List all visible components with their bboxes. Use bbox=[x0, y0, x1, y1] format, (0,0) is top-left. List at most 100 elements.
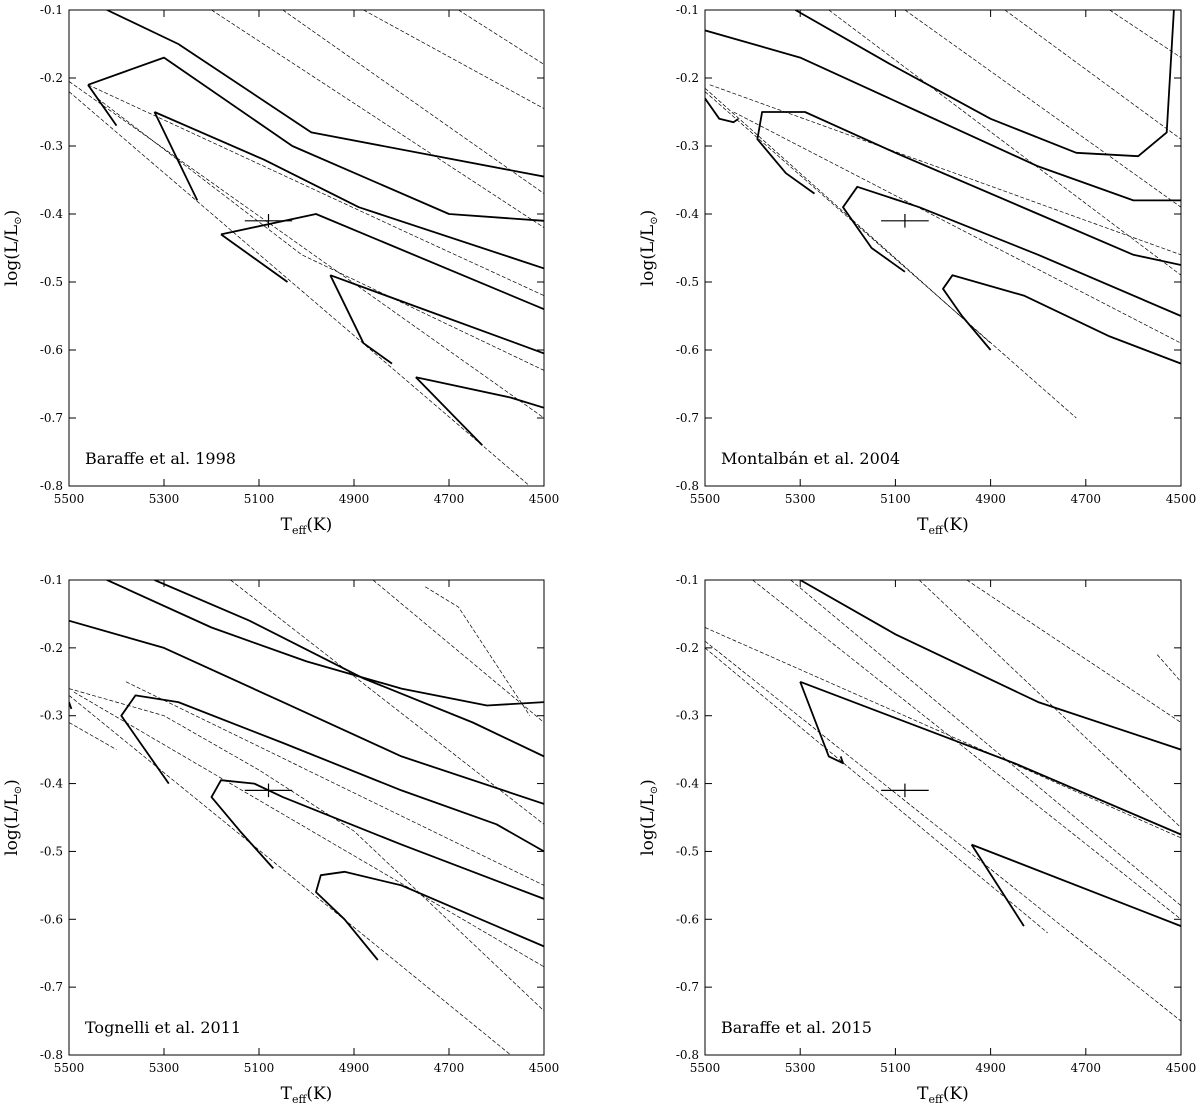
isochrone-line bbox=[790, 580, 1181, 906]
panel-label: Baraffe et al. 1998 bbox=[85, 449, 236, 468]
evolutionary-track bbox=[220, 233, 289, 283]
x-axis-title: Teff(K) bbox=[917, 1084, 969, 1106]
y-tick-label: -0.8 bbox=[676, 1048, 699, 1062]
x-tick-label: 5500 bbox=[54, 492, 85, 506]
y-tick-label: -0.4 bbox=[40, 777, 64, 791]
evolutionary-track bbox=[69, 619, 544, 805]
isochrone-line bbox=[705, 647, 1048, 934]
x-tick-label: 5300 bbox=[785, 1061, 816, 1075]
isochrone-line bbox=[1004, 10, 1181, 140]
y-tick-label: -0.8 bbox=[40, 479, 63, 493]
y-tick-label: -0.6 bbox=[676, 343, 699, 357]
isochrone-line bbox=[705, 87, 991, 344]
evolutionary-track bbox=[120, 694, 544, 853]
evolutionary-track bbox=[210, 779, 544, 900]
evolutionary-track bbox=[153, 111, 199, 201]
isochrone-line bbox=[87, 84, 544, 296]
evolutionary-track bbox=[329, 274, 544, 355]
evolutionary-track bbox=[106, 10, 544, 178]
y-tick-label: -0.7 bbox=[676, 980, 699, 994]
isochrone-line bbox=[125, 681, 544, 886]
evolutionary-track bbox=[799, 681, 844, 765]
y-tick-label: -0.8 bbox=[676, 479, 699, 493]
y-tick-label: -0.6 bbox=[40, 912, 63, 926]
y-tick-label: -0.6 bbox=[676, 912, 699, 926]
evolutionary-track bbox=[794, 10, 1175, 158]
y-tick-label: -0.5 bbox=[676, 275, 699, 289]
y-tick-label: -0.1 bbox=[676, 573, 699, 587]
y-tick-label: -0.3 bbox=[676, 709, 699, 723]
y-tick-label: -0.5 bbox=[676, 844, 699, 858]
isochrone-line bbox=[705, 627, 1181, 839]
y-tick-label: -0.6 bbox=[40, 343, 63, 357]
isochrone-line bbox=[425, 586, 531, 716]
isochrone-line bbox=[97, 98, 544, 371]
evolutionary-track bbox=[799, 580, 1181, 751]
y-tick-label: -0.3 bbox=[40, 709, 63, 723]
y-tick-label: -0.7 bbox=[40, 980, 63, 994]
plot-area bbox=[705, 580, 1181, 1022]
evolutionary-track bbox=[154, 580, 544, 758]
plot-area bbox=[69, 580, 544, 1055]
x-tick-label: 5100 bbox=[244, 492, 275, 506]
evolutionary-track bbox=[756, 111, 1181, 266]
evolutionary-track bbox=[154, 111, 544, 270]
x-tick-label: 5500 bbox=[690, 492, 721, 506]
y-tick-label: -0.5 bbox=[40, 844, 63, 858]
evolutionary-track bbox=[329, 274, 393, 365]
isochrone-line bbox=[363, 10, 544, 109]
evolutionary-track bbox=[705, 29, 1181, 202]
x-tick-label: 5100 bbox=[244, 1061, 275, 1075]
chart-panel: 5500 5300 5100 4900 4700 4500 -0.1 -0.2 -0.3 -0.4… bbox=[2, 3, 559, 537]
isochrone-line bbox=[69, 722, 117, 750]
evolutionary-track bbox=[415, 376, 544, 409]
x-tick-label: 4700 bbox=[434, 492, 465, 506]
evolutionary-track bbox=[415, 376, 483, 446]
y-tick-label: -0.5 bbox=[40, 275, 63, 289]
y-tick-label: -0.4 bbox=[676, 207, 700, 221]
evolutionary-track bbox=[799, 680, 1181, 836]
isochrone-line bbox=[69, 91, 531, 486]
x-tick-label: 4500 bbox=[529, 492, 560, 506]
x-tick-label: 5500 bbox=[690, 1061, 721, 1075]
plot-area bbox=[705, 10, 1181, 419]
y-tick-label: -0.2 bbox=[676, 641, 699, 655]
panel-label: Montalbán et al. 2004 bbox=[721, 449, 900, 468]
isochrone-line bbox=[752, 580, 1181, 920]
isochrone-line bbox=[1156, 654, 1181, 683]
chart-panel: 5500 5300 5100 4900 4700 4500 -0.1 -0.2 -0.3 -0.4… bbox=[638, 3, 1196, 537]
isochrone-line bbox=[705, 640, 1181, 1022]
y-tick-label: -0.4 bbox=[676, 777, 700, 791]
evolutionary-track bbox=[942, 274, 1181, 365]
plot-frame bbox=[68, 579, 545, 1056]
x-tick-label: 5300 bbox=[149, 1061, 180, 1075]
y-tick-label: -0.2 bbox=[40, 641, 63, 655]
chart-panel: 5500 5300 5100 4900 4700 4500 -0.1 -0.2 -0.3 -0.4… bbox=[2, 573, 559, 1106]
isochrone-line bbox=[709, 84, 1181, 256]
evolutionary-track bbox=[87, 84, 118, 127]
chart-panel: 5500 5300 5100 4900 4700 4500 -0.1 -0.2 -0.3 -0.4… bbox=[638, 573, 1196, 1106]
x-tick-label: 4900 bbox=[339, 1061, 370, 1075]
plot-frame bbox=[704, 9, 1182, 487]
y-axis-title: log(L/L⊙) bbox=[2, 779, 24, 856]
y-tick-label: -0.2 bbox=[676, 71, 699, 85]
isochrone-line bbox=[282, 10, 544, 194]
plot-frame bbox=[704, 579, 1182, 1056]
isochrone-line bbox=[904, 10, 1181, 208]
x-tick-label: 4900 bbox=[975, 492, 1006, 506]
isochrone-line bbox=[211, 10, 544, 228]
x-tick-label: 5100 bbox=[880, 1061, 911, 1075]
x-tick-label: 4900 bbox=[339, 492, 370, 506]
y-tick-label: -0.1 bbox=[40, 573, 63, 587]
x-tick-label: 4700 bbox=[434, 1061, 465, 1075]
y-axis-title: log(L/L⊙) bbox=[638, 779, 660, 856]
x-tick-label: 4500 bbox=[1166, 1061, 1197, 1075]
x-tick-label: 4900 bbox=[975, 1061, 1006, 1075]
y-tick-label: -0.7 bbox=[676, 411, 699, 425]
x-axis-title: Teff(K) bbox=[917, 515, 969, 537]
x-axis-title: Teff(K) bbox=[281, 1084, 333, 1106]
isochrone-line bbox=[458, 10, 544, 65]
panel-label: Tognelli et al. 2011 bbox=[85, 1018, 241, 1037]
panel-label: Baraffe et al. 2015 bbox=[721, 1018, 872, 1037]
